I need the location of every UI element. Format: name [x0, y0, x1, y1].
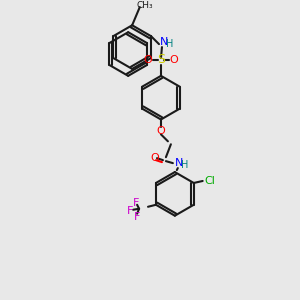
Text: O: O	[151, 153, 159, 163]
Text: N: N	[160, 37, 168, 47]
Text: CH₃: CH₃	[136, 1, 153, 10]
Text: O: O	[169, 55, 178, 65]
Text: F: F	[127, 206, 134, 216]
Text: H: H	[166, 39, 174, 49]
Text: F: F	[133, 198, 139, 208]
Text: F: F	[134, 212, 140, 222]
Text: O: O	[157, 126, 165, 136]
Text: Cl: Cl	[204, 176, 215, 186]
Text: N: N	[175, 158, 183, 168]
Text: H: H	[181, 160, 188, 170]
Text: S: S	[157, 53, 165, 67]
Text: O: O	[144, 55, 152, 65]
